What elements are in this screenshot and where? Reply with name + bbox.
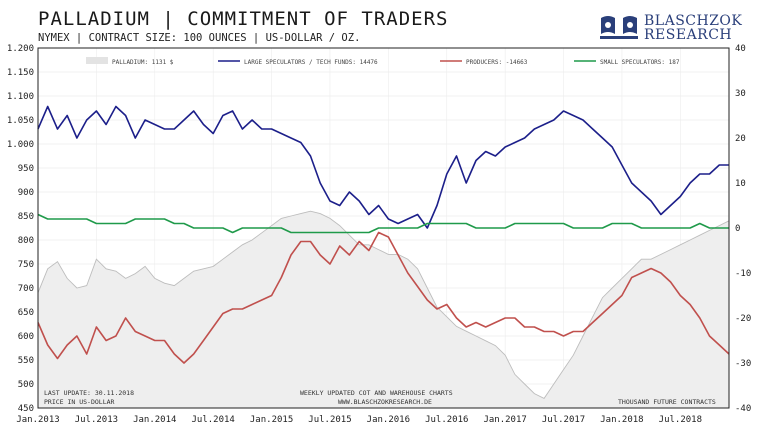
brand-subname: RESEARCH [644,27,733,43]
brand-emblem-icon [600,16,638,39]
y-right-tick-label: -20 [735,314,751,324]
y-right-tick-label: 30 [735,89,746,99]
y-left-tick-label: 650 [18,308,34,318]
x-tick-label: Jan.2015 [250,415,293,425]
x-tick-label: Jan.2016 [367,415,410,425]
y-left-tick-label: 750 [18,260,34,270]
y-left-tick-label: 1.050 [7,116,34,126]
y-left-tick-label: 1.150 [7,68,34,78]
y-right-tick-label: 20 [735,134,746,144]
producers-line [37,231,730,364]
y-right-tick-label: 0 [735,224,740,234]
x-tick-label: Jan.2013 [16,415,59,425]
legend-swatch-price [86,57,108,64]
brand-name: BLASCHZOK [644,13,743,29]
price-area-layer [37,210,730,408]
note-website: WWW.BLASCHZOKRESEARCH.DE [338,398,432,406]
legend-label: PRODUCERS: -14663 [466,59,528,66]
legend: PALLADIUM: 1131 $ LARGE SPECULATORS / TEC… [86,57,680,66]
y-right-tick-label: -10 [735,269,751,279]
y-left-tick-label: 850 [18,212,34,222]
x-axis-ticks: Jan.2013 Jul.2013 Jan.2014 Jul.2014 Jan.2015… [16,415,702,425]
legend-label: LARGE SPECULATORS / TECH FUNDS: 14476 [244,59,378,66]
y-left-tick-label: 700 [18,284,34,294]
x-tick-label: Jul.2013 [75,415,118,425]
chart-title: PALLADIUM | COMMITMENT OF TRADERS [38,8,449,30]
y-right-tick-label: 10 [735,179,746,189]
y-left-tick-label: 1.200 [7,44,34,54]
y-left-tick-label: 600 [18,332,34,342]
plot-frame [37,47,730,409]
y-left-tick-label: 550 [18,356,34,366]
y-left-tick-label: 500 [18,380,34,390]
y-left-tick-label: 800 [18,236,34,246]
large-specs-line [37,105,729,229]
x-tick-label: Jan.2014 [133,415,176,425]
y-right-tick-label: -40 [735,404,751,414]
right-axis-ticks: 40 30 20 10 0 -10 -20 -30 -40 [735,44,751,414]
y-left-tick-label: 1.000 [7,140,34,150]
note-weekly-updated: WEEKLY UPDATED COT AND WAREHOUSE CHARTS [300,389,453,397]
legend-label: SMALL SPECULATORS: 187 [600,59,680,66]
brand-logo: BLASCHZOK RESEARCH [598,14,742,44]
y-left-tick-label: 950 [18,164,34,174]
series-lines-layer [37,105,730,364]
x-tick-label: Jul.2016 [425,415,468,425]
small-specs-line [37,213,729,234]
note-price-unit: PRICE IN US-DOLLAR [44,398,115,406]
x-tick-label: Jan.2018 [600,415,643,425]
left-axis-ticks: 450 500 550 600 650 700 750 800 850 900 950 1.000 1.… [7,44,34,414]
x-tick-label: Jul.2018 [659,415,702,425]
x-tick-label: Jul.2017 [542,415,585,425]
y-left-tick-label: 450 [18,404,34,414]
x-tick-label: Jan.2017 [483,415,526,425]
y-right-tick-label: 40 [735,44,746,54]
note-contract-unit: THOUSAND FUTURE CONTRACTS [618,398,716,406]
x-tick-label: Jul.2014 [192,415,235,425]
y-right-tick-label: -30 [735,359,751,369]
note-last-update: LAST UPDATE: 30.11.2018 [44,389,134,397]
price-area [38,211,729,408]
chart-subtitle: NYMEX | CONTRACT SIZE: 100 OUNCES | US-D… [38,32,361,44]
legend-label: PALLADIUM: 1131 $ [112,59,174,66]
y-left-tick-label: 1.100 [7,92,34,102]
x-tick-label: Jul.2015 [308,415,351,425]
price-line [37,210,730,399]
y-left-tick-label: 900 [18,188,34,198]
